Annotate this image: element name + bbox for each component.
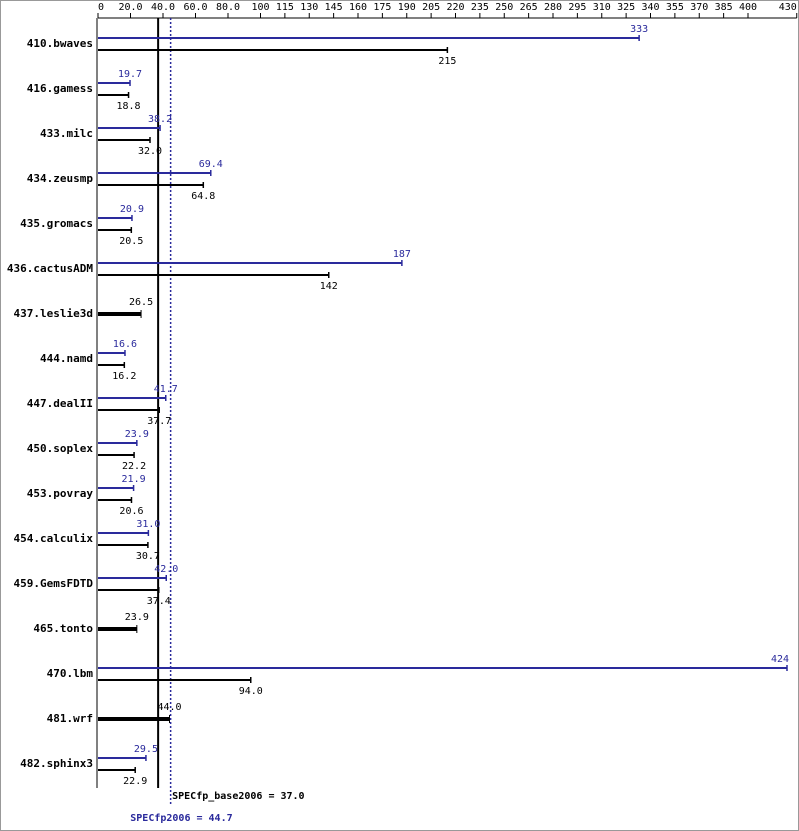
x-tick-label: 205 bbox=[422, 2, 440, 13]
value-label: 22.2 bbox=[122, 461, 146, 472]
x-tick-label: 100 bbox=[251, 2, 269, 13]
value-label: 215 bbox=[438, 56, 456, 67]
x-tick-label: 250 bbox=[495, 2, 513, 13]
value-label: 19.7 bbox=[118, 69, 142, 80]
x-tick-label: 145 bbox=[325, 2, 343, 13]
x-tick-label: 310 bbox=[593, 2, 611, 13]
x-tick-label: 355 bbox=[666, 2, 684, 13]
category-label: 482.sphinx3 bbox=[20, 757, 93, 770]
x-tick-label: 280 bbox=[544, 2, 562, 13]
x-tick-label: 265 bbox=[520, 2, 538, 13]
value-label: 187 bbox=[393, 249, 411, 260]
x-tick-label: 370 bbox=[690, 2, 708, 13]
category-label: 470.lbm bbox=[47, 667, 94, 680]
category-label: 410.bwaves bbox=[27, 37, 93, 50]
category-label: 433.milc bbox=[40, 127, 93, 140]
value-label: 16.6 bbox=[113, 339, 137, 350]
x-tick-label: 40.0 bbox=[151, 2, 175, 13]
value-label: 21.9 bbox=[122, 474, 146, 485]
category-label: 416.gamess bbox=[27, 82, 93, 95]
x-tick-label: 130 bbox=[300, 2, 318, 13]
value-label: 31.0 bbox=[136, 519, 160, 530]
x-tick-label: 20.0 bbox=[118, 2, 142, 13]
value-label: 424 bbox=[771, 654, 789, 665]
category-label: 444.namd bbox=[40, 352, 93, 365]
value-label: 37.4 bbox=[147, 596, 171, 607]
category-label: 481.wrf bbox=[47, 712, 93, 725]
base-label: SPECfp_base2006 = 37.0 bbox=[172, 791, 304, 802]
x-tick-label: 115 bbox=[276, 2, 294, 13]
value-label: 64.8 bbox=[191, 191, 215, 202]
category-label: 437.leslie3d bbox=[14, 307, 93, 320]
value-label: 69.4 bbox=[199, 159, 223, 170]
base-bar bbox=[98, 312, 142, 316]
x-tick-label: 0 bbox=[98, 2, 104, 13]
x-tick-label: 235 bbox=[471, 2, 489, 13]
category-label: 436.cactusADM bbox=[7, 262, 93, 275]
value-label: 94.0 bbox=[239, 686, 263, 697]
value-label: 23.9 bbox=[125, 429, 149, 440]
value-label: 333 bbox=[630, 24, 648, 35]
base-bar bbox=[98, 627, 137, 631]
x-tick-label: 80.0 bbox=[216, 2, 240, 13]
value-label: 38.2 bbox=[148, 114, 172, 125]
x-tick-label: 190 bbox=[398, 2, 416, 13]
x-tick-label: 340 bbox=[641, 2, 659, 13]
category-label: 435.gromacs bbox=[20, 217, 93, 230]
value-label: 30.7 bbox=[136, 551, 160, 562]
value-label: 42.0 bbox=[154, 564, 178, 575]
category-label: 434.zeusmp bbox=[27, 172, 94, 185]
category-label: 459.GemsFDTD bbox=[14, 577, 94, 590]
value-label: 41.7 bbox=[154, 384, 178, 395]
value-label: 23.9 bbox=[125, 612, 149, 623]
category-label: 450.soplex bbox=[27, 442, 94, 455]
category-label: 454.calculix bbox=[14, 532, 94, 545]
x-tick-label: 160 bbox=[349, 2, 367, 13]
value-label: 26.5 bbox=[129, 297, 153, 308]
value-label: 32.0 bbox=[138, 146, 162, 157]
value-label: 44.0 bbox=[157, 702, 181, 713]
category-label: 447.dealII bbox=[27, 397, 93, 410]
base-bar bbox=[98, 717, 170, 721]
value-label: 20.6 bbox=[119, 506, 143, 517]
x-tick-label: 400 bbox=[739, 2, 757, 13]
x-tick-label: 385 bbox=[715, 2, 733, 13]
value-label: 18.8 bbox=[117, 101, 141, 112]
value-label: 20.5 bbox=[119, 236, 143, 247]
value-label: 16.2 bbox=[112, 371, 136, 382]
value-label: 29.5 bbox=[134, 744, 158, 755]
x-tick-label: 60.0 bbox=[183, 2, 207, 13]
value-label: 22.9 bbox=[123, 776, 147, 787]
category-label: 465.tonto bbox=[33, 622, 93, 635]
x-tick-label: 175 bbox=[373, 2, 391, 13]
category-label: 453.povray bbox=[27, 487, 94, 500]
x-tick-label: 325 bbox=[617, 2, 635, 13]
x-tick-label: 430 bbox=[779, 2, 797, 13]
value-label: 37.7 bbox=[147, 416, 171, 427]
x-tick-label: 295 bbox=[568, 2, 586, 13]
value-label: 20.9 bbox=[120, 204, 144, 215]
x-tick-label: 220 bbox=[446, 2, 464, 13]
value-label: 142 bbox=[320, 281, 338, 292]
peak-label: SPECfp2006 = 44.7 bbox=[130, 813, 232, 824]
